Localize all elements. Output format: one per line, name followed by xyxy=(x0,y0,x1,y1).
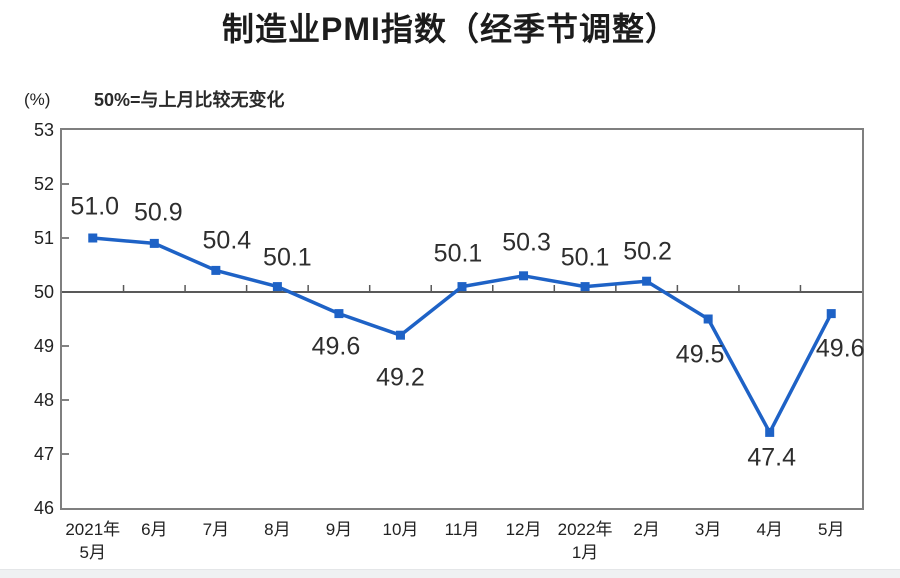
data-point-marker xyxy=(149,238,159,248)
data-point-label: 50.1 xyxy=(560,243,610,272)
y-axis-tick-label: 48 xyxy=(33,390,54,410)
data-point-label: 49.6 xyxy=(311,332,361,361)
data-point-marker xyxy=(272,282,282,292)
x-axis-tick-label: 6月 xyxy=(141,520,168,539)
data-point-marker xyxy=(703,314,713,324)
reference-note: 50%=与上月比较无变化 xyxy=(94,90,285,110)
data-point-label: 49.5 xyxy=(675,340,725,369)
data-point-label: 50.4 xyxy=(202,226,252,255)
data-point-label: 50.2 xyxy=(623,237,672,266)
x-axis-tick-label: 7月 xyxy=(202,520,230,539)
data-point-marker xyxy=(211,265,221,275)
x-axis-tick-label: 10月 xyxy=(382,520,419,539)
y-axis-tick-label: 53 xyxy=(33,120,54,140)
y-axis-unit-label: (%) xyxy=(24,90,51,109)
x-axis-tick-label: 8月 xyxy=(264,520,291,539)
x-axis-tick-label: 5月 xyxy=(817,520,845,539)
pmi-line-series xyxy=(92,236,833,435)
data-point-marker xyxy=(642,276,652,286)
chart-title: 制造业PMI指数（经季节调整） xyxy=(222,11,678,47)
x-axis-tick-label: 2021年 5月 xyxy=(65,520,121,562)
y-axis-tick-label: 51 xyxy=(33,228,54,248)
data-point-label: 49.6 xyxy=(815,334,865,363)
data-point-marker xyxy=(519,271,529,281)
data-point-marker xyxy=(826,309,836,319)
data-point-label: 50.1 xyxy=(433,239,483,268)
x-axis-tick-label: 3月 xyxy=(694,520,722,539)
x-axis-tick-label: 2月 xyxy=(633,520,660,539)
y-axis-tick-label: 52 xyxy=(33,174,54,194)
y-axis-tick-label: 50 xyxy=(33,282,54,302)
data-point-label: 51.0 xyxy=(70,192,120,221)
x-axis-tick-label: 2022年 1月 xyxy=(557,520,613,562)
data-point-marker xyxy=(457,282,467,292)
data-point-label: 47.4 xyxy=(747,443,797,472)
x-axis-tick-label: 12月 xyxy=(505,520,542,539)
plot-area xyxy=(60,128,864,510)
data-point-marker xyxy=(334,309,344,319)
x-axis-tick-label: 9月 xyxy=(325,520,353,539)
y-axis-tick-label: 47 xyxy=(33,444,54,464)
y-axis-tick-label: 46 xyxy=(33,498,54,518)
bottom-strip xyxy=(0,569,900,578)
x-axis-tick-label: 4月 xyxy=(756,520,783,539)
data-point-marker xyxy=(395,330,405,340)
data-point-label: 50.9 xyxy=(133,198,183,227)
data-point-label: 49.2 xyxy=(376,363,425,392)
data-point-marker xyxy=(580,282,590,292)
y-axis-tick-label: 49 xyxy=(33,336,54,356)
data-point-label: 50.1 xyxy=(263,243,312,272)
data-point-marker xyxy=(88,233,98,243)
data-point-marker xyxy=(765,427,775,437)
x-axis-tick-label: 11月 xyxy=(444,520,480,539)
data-point-label: 50.3 xyxy=(502,228,551,257)
line-chart-svg xyxy=(62,183,862,455)
